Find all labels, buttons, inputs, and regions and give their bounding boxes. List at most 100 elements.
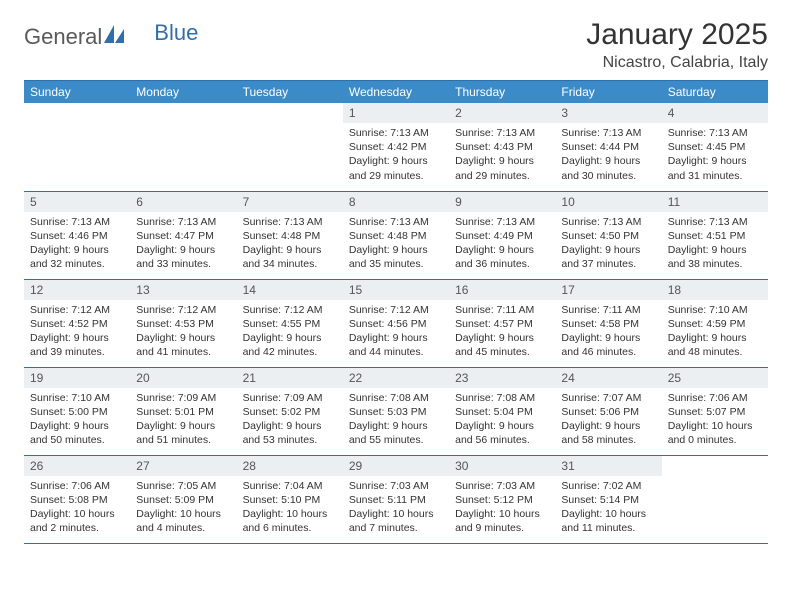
day-number: 26	[24, 456, 130, 476]
day-content: Sunrise: 7:13 AMSunset: 4:51 PMDaylight:…	[662, 212, 768, 276]
day-number: 20	[130, 368, 236, 388]
day-number: 5	[24, 192, 130, 212]
day-content: Sunrise: 7:13 AMSunset: 4:43 PMDaylight:…	[449, 123, 555, 187]
day-number: 16	[449, 280, 555, 300]
day-content: Sunrise: 7:13 AMSunset: 4:48 PMDaylight:…	[237, 212, 343, 276]
calendar-cell: 12Sunrise: 7:12 AMSunset: 4:52 PMDayligh…	[24, 279, 130, 367]
day-number: 25	[662, 368, 768, 388]
calendar-cell: 29Sunrise: 7:03 AMSunset: 5:11 PMDayligh…	[343, 455, 449, 543]
calendar-cell: 16Sunrise: 7:11 AMSunset: 4:57 PMDayligh…	[449, 279, 555, 367]
day-number: 18	[662, 280, 768, 300]
day-content: Sunrise: 7:03 AMSunset: 5:12 PMDaylight:…	[449, 476, 555, 540]
day-content: Sunrise: 7:13 AMSunset: 4:47 PMDaylight:…	[130, 212, 236, 276]
day-content: Sunrise: 7:12 AMSunset: 4:56 PMDaylight:…	[343, 300, 449, 364]
day-number: 9	[449, 192, 555, 212]
day-number: 23	[449, 368, 555, 388]
day-number: 3	[555, 103, 661, 123]
calendar-cell: 14Sunrise: 7:12 AMSunset: 4:55 PMDayligh…	[237, 279, 343, 367]
weekday-header: Thursday	[449, 81, 555, 104]
day-number: 13	[130, 280, 236, 300]
weekday-header-row: SundayMondayTuesdayWednesdayThursdayFrid…	[24, 81, 768, 104]
calendar-cell: 30Sunrise: 7:03 AMSunset: 5:12 PMDayligh…	[449, 455, 555, 543]
day-number: 24	[555, 368, 661, 388]
day-content: Sunrise: 7:06 AMSunset: 5:07 PMDaylight:…	[662, 388, 768, 452]
day-content: Sunrise: 7:13 AMSunset: 4:46 PMDaylight:…	[24, 212, 130, 276]
page-title: January 2025	[586, 18, 768, 52]
calendar-cell: 27Sunrise: 7:05 AMSunset: 5:09 PMDayligh…	[130, 455, 236, 543]
day-number: 12	[24, 280, 130, 300]
calendar-cell: 6Sunrise: 7:13 AMSunset: 4:47 PMDaylight…	[130, 191, 236, 279]
day-number: 19	[24, 368, 130, 388]
calendar-table: SundayMondayTuesdayWednesdayThursdayFrid…	[24, 80, 768, 544]
day-content: Sunrise: 7:09 AMSunset: 5:01 PMDaylight:…	[130, 388, 236, 452]
calendar-cell: 7Sunrise: 7:13 AMSunset: 4:48 PMDaylight…	[237, 191, 343, 279]
day-content: Sunrise: 7:09 AMSunset: 5:02 PMDaylight:…	[237, 388, 343, 452]
day-number: 17	[555, 280, 661, 300]
calendar-cell: 31Sunrise: 7:02 AMSunset: 5:14 PMDayligh…	[555, 455, 661, 543]
calendar-cell: 2Sunrise: 7:13 AMSunset: 4:43 PMDaylight…	[449, 103, 555, 191]
day-content: Sunrise: 7:12 AMSunset: 4:55 PMDaylight:…	[237, 300, 343, 364]
calendar-cell: 17Sunrise: 7:11 AMSunset: 4:58 PMDayligh…	[555, 279, 661, 367]
calendar-cell	[662, 455, 768, 543]
day-content: Sunrise: 7:10 AMSunset: 4:59 PMDaylight:…	[662, 300, 768, 364]
day-content: Sunrise: 7:07 AMSunset: 5:06 PMDaylight:…	[555, 388, 661, 452]
calendar-cell: 4Sunrise: 7:13 AMSunset: 4:45 PMDaylight…	[662, 103, 768, 191]
day-content: Sunrise: 7:13 AMSunset: 4:44 PMDaylight:…	[555, 123, 661, 187]
calendar-cell: 1Sunrise: 7:13 AMSunset: 4:42 PMDaylight…	[343, 103, 449, 191]
day-number: 15	[343, 280, 449, 300]
weekday-header: Friday	[555, 81, 661, 104]
day-content: Sunrise: 7:05 AMSunset: 5:09 PMDaylight:…	[130, 476, 236, 540]
day-number: 4	[662, 103, 768, 123]
calendar-cell: 19Sunrise: 7:10 AMSunset: 5:00 PMDayligh…	[24, 367, 130, 455]
day-content: Sunrise: 7:04 AMSunset: 5:10 PMDaylight:…	[237, 476, 343, 540]
calendar-cell: 10Sunrise: 7:13 AMSunset: 4:50 PMDayligh…	[555, 191, 661, 279]
calendar-cell: 11Sunrise: 7:13 AMSunset: 4:51 PMDayligh…	[662, 191, 768, 279]
weekday-header: Tuesday	[237, 81, 343, 104]
calendar-cell: 25Sunrise: 7:06 AMSunset: 5:07 PMDayligh…	[662, 367, 768, 455]
day-content: Sunrise: 7:08 AMSunset: 5:04 PMDaylight:…	[449, 388, 555, 452]
day-number: 6	[130, 192, 236, 212]
logo-text-general: General	[24, 24, 102, 50]
calendar-cell	[24, 103, 130, 191]
calendar-row: 5Sunrise: 7:13 AMSunset: 4:46 PMDaylight…	[24, 191, 768, 279]
header: General Blue January 2025 Nicastro, Cala…	[24, 18, 768, 72]
calendar-row: 19Sunrise: 7:10 AMSunset: 5:00 PMDayligh…	[24, 367, 768, 455]
day-content: Sunrise: 7:12 AMSunset: 4:52 PMDaylight:…	[24, 300, 130, 364]
calendar-cell: 21Sunrise: 7:09 AMSunset: 5:02 PMDayligh…	[237, 367, 343, 455]
calendar-cell: 24Sunrise: 7:07 AMSunset: 5:06 PMDayligh…	[555, 367, 661, 455]
calendar-cell: 20Sunrise: 7:09 AMSunset: 5:01 PMDayligh…	[130, 367, 236, 455]
weekday-header: Monday	[130, 81, 236, 104]
day-content: Sunrise: 7:13 AMSunset: 4:48 PMDaylight:…	[343, 212, 449, 276]
day-content: Sunrise: 7:06 AMSunset: 5:08 PMDaylight:…	[24, 476, 130, 540]
day-content: Sunrise: 7:13 AMSunset: 4:50 PMDaylight:…	[555, 212, 661, 276]
calendar-cell: 8Sunrise: 7:13 AMSunset: 4:48 PMDaylight…	[343, 191, 449, 279]
day-number: 2	[449, 103, 555, 123]
day-number: 10	[555, 192, 661, 212]
calendar-body: 1Sunrise: 7:13 AMSunset: 4:42 PMDaylight…	[24, 103, 768, 543]
day-content: Sunrise: 7:11 AMSunset: 4:57 PMDaylight:…	[449, 300, 555, 364]
calendar-cell: 28Sunrise: 7:04 AMSunset: 5:10 PMDayligh…	[237, 455, 343, 543]
day-content: Sunrise: 7:13 AMSunset: 4:42 PMDaylight:…	[343, 123, 449, 187]
day-content: Sunrise: 7:11 AMSunset: 4:58 PMDaylight:…	[555, 300, 661, 364]
day-number: 1	[343, 103, 449, 123]
calendar-cell: 23Sunrise: 7:08 AMSunset: 5:04 PMDayligh…	[449, 367, 555, 455]
logo-text-blue: Blue	[154, 20, 198, 46]
day-content: Sunrise: 7:13 AMSunset: 4:49 PMDaylight:…	[449, 212, 555, 276]
weekday-header: Saturday	[662, 81, 768, 104]
calendar-cell	[130, 103, 236, 191]
calendar-cell: 13Sunrise: 7:12 AMSunset: 4:53 PMDayligh…	[130, 279, 236, 367]
calendar-row: 12Sunrise: 7:12 AMSunset: 4:52 PMDayligh…	[24, 279, 768, 367]
day-content: Sunrise: 7:12 AMSunset: 4:53 PMDaylight:…	[130, 300, 236, 364]
day-content: Sunrise: 7:03 AMSunset: 5:11 PMDaylight:…	[343, 476, 449, 540]
calendar-row: 26Sunrise: 7:06 AMSunset: 5:08 PMDayligh…	[24, 455, 768, 543]
logo-sail-icon	[104, 25, 126, 50]
day-number: 21	[237, 368, 343, 388]
day-number: 7	[237, 192, 343, 212]
location-subtitle: Nicastro, Calabria, Italy	[586, 54, 768, 72]
calendar-cell: 15Sunrise: 7:12 AMSunset: 4:56 PMDayligh…	[343, 279, 449, 367]
calendar-cell: 5Sunrise: 7:13 AMSunset: 4:46 PMDaylight…	[24, 191, 130, 279]
day-content: Sunrise: 7:08 AMSunset: 5:03 PMDaylight:…	[343, 388, 449, 452]
weekday-header: Sunday	[24, 81, 130, 104]
day-content: Sunrise: 7:10 AMSunset: 5:00 PMDaylight:…	[24, 388, 130, 452]
day-number: 8	[343, 192, 449, 212]
